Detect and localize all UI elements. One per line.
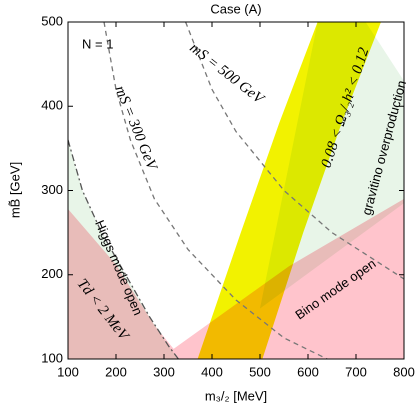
y-tick-label: 500 <box>41 13 63 28</box>
annotation: mS = 500 GeV <box>186 40 267 108</box>
x-tick-label: 200 <box>105 364 127 379</box>
x-tick-label: 500 <box>249 364 271 379</box>
y-tick-label: 300 <box>41 182 63 197</box>
region <box>197 22 381 359</box>
x-tick-label: 300 <box>153 364 175 379</box>
x-tick-label: 600 <box>297 364 319 379</box>
x-tick-label: 700 <box>345 364 367 379</box>
region <box>68 198 404 359</box>
regions <box>68 22 404 359</box>
chart-title: Case (A) <box>210 1 261 16</box>
y-tick-label: 400 <box>41 98 63 113</box>
annotation: mS = 300 GeV <box>111 84 160 174</box>
curve <box>68 139 179 359</box>
curves <box>68 22 404 359</box>
annotation: N = 1 <box>82 36 113 51</box>
x-tick-label: 800 <box>393 364 415 379</box>
y-axis-label: mB̃ [GeV] <box>7 162 22 218</box>
y-tick-label: 100 <box>41 350 63 365</box>
x-tick-label: 100 <box>57 364 79 379</box>
y-tick-label: 200 <box>41 266 63 281</box>
x-tick-label: 400 <box>201 364 223 379</box>
x-axis-label: m₃/₂ [MeV] <box>205 388 267 403</box>
